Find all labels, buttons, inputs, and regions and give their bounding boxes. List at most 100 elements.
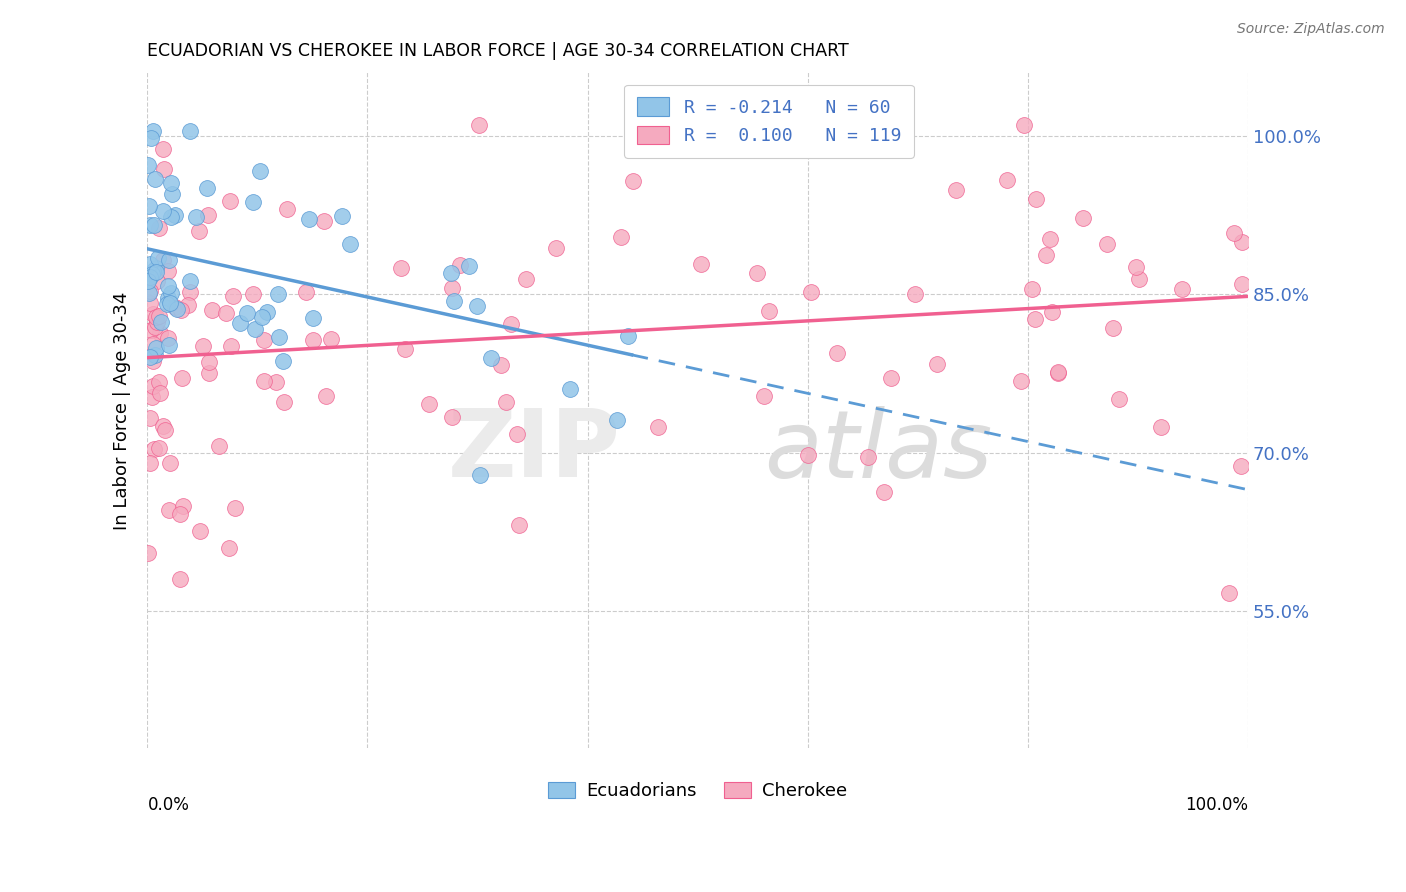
- Point: [508, 517, 530, 532]
- Point: [159, 456, 181, 470]
- Text: Source: ZipAtlas.com: Source: ZipAtlas.com: [1237, 22, 1385, 37]
- Point: [253, 375, 276, 389]
- Point: [242, 194, 264, 209]
- Point: [176, 298, 198, 312]
- Point: [689, 257, 711, 271]
- Point: [621, 174, 644, 188]
- Point: [249, 164, 271, 178]
- Point: [1024, 311, 1046, 326]
- Point: [1150, 419, 1173, 434]
- Point: [139, 350, 162, 364]
- Point: [157, 503, 180, 517]
- Point: [159, 337, 181, 351]
- Point: [1012, 118, 1035, 132]
- Point: [152, 252, 174, 267]
- Point: [166, 301, 188, 316]
- Point: [138, 275, 160, 289]
- Point: [139, 218, 162, 232]
- Point: [560, 383, 582, 397]
- Point: [169, 508, 191, 522]
- Point: [146, 274, 169, 288]
- Point: [1125, 260, 1147, 274]
- Point: [606, 412, 628, 426]
- Point: [250, 310, 273, 324]
- Point: [904, 287, 927, 301]
- Point: [465, 299, 488, 313]
- Point: [139, 257, 162, 271]
- Point: [273, 395, 295, 409]
- Point: [219, 339, 242, 353]
- Text: ZIP: ZIP: [447, 405, 620, 497]
- Point: [873, 485, 896, 500]
- Point: [441, 410, 464, 425]
- Point: [143, 320, 166, 334]
- Text: 100.0%: 100.0%: [1185, 796, 1249, 814]
- Point: [295, 285, 318, 299]
- Point: [138, 286, 160, 301]
- Point: [156, 292, 179, 306]
- Point: [879, 371, 901, 385]
- Point: [1108, 392, 1130, 406]
- Point: [758, 303, 780, 318]
- Point: [256, 305, 278, 319]
- Point: [146, 251, 169, 265]
- Point: [195, 181, 218, 195]
- Point: [145, 310, 167, 324]
- Point: [139, 269, 162, 284]
- Point: [188, 524, 211, 539]
- Point: [152, 142, 174, 156]
- Point: [515, 272, 537, 286]
- Point: [927, 357, 949, 371]
- Point: [148, 220, 170, 235]
- Point: [1095, 236, 1118, 251]
- Y-axis label: In Labor Force | Age 30-34: In Labor Force | Age 30-34: [114, 292, 131, 530]
- Point: [149, 326, 172, 341]
- Point: [145, 348, 167, 362]
- Point: [489, 358, 512, 372]
- Point: [1021, 282, 1043, 296]
- Point: [479, 351, 502, 365]
- Point: [156, 279, 179, 293]
- Point: [271, 353, 294, 368]
- Point: [218, 541, 240, 555]
- Point: [609, 230, 631, 244]
- Point: [301, 334, 323, 348]
- Point: [389, 261, 412, 276]
- Point: [142, 337, 165, 351]
- Point: [858, 450, 880, 464]
- Point: [997, 172, 1019, 186]
- Point: [242, 287, 264, 301]
- Point: [506, 426, 529, 441]
- Point: [184, 210, 207, 224]
- Point: [197, 366, 219, 380]
- Point: [138, 158, 160, 172]
- Point: [152, 418, 174, 433]
- Point: [1046, 365, 1069, 379]
- Text: 0.0%: 0.0%: [148, 796, 190, 814]
- Point: [198, 355, 221, 369]
- Point: [228, 316, 250, 330]
- Point: [315, 389, 337, 403]
- Point: [149, 315, 172, 329]
- Point: [193, 339, 215, 353]
- Point: [1101, 321, 1123, 335]
- Point: [647, 419, 669, 434]
- Point: [153, 423, 176, 437]
- Point: [468, 468, 491, 483]
- Point: [142, 307, 165, 321]
- Point: [825, 345, 848, 359]
- Point: [138, 199, 160, 213]
- Point: [1025, 192, 1047, 206]
- Point: [800, 285, 823, 300]
- Point: [269, 330, 291, 344]
- Point: [159, 295, 181, 310]
- Point: [145, 341, 167, 355]
- Point: [156, 296, 179, 310]
- Point: [1230, 458, 1253, 473]
- Point: [330, 209, 353, 223]
- Point: [443, 293, 465, 308]
- Point: [159, 286, 181, 301]
- Point: [945, 183, 967, 197]
- Point: [495, 395, 517, 409]
- Point: [179, 274, 201, 288]
